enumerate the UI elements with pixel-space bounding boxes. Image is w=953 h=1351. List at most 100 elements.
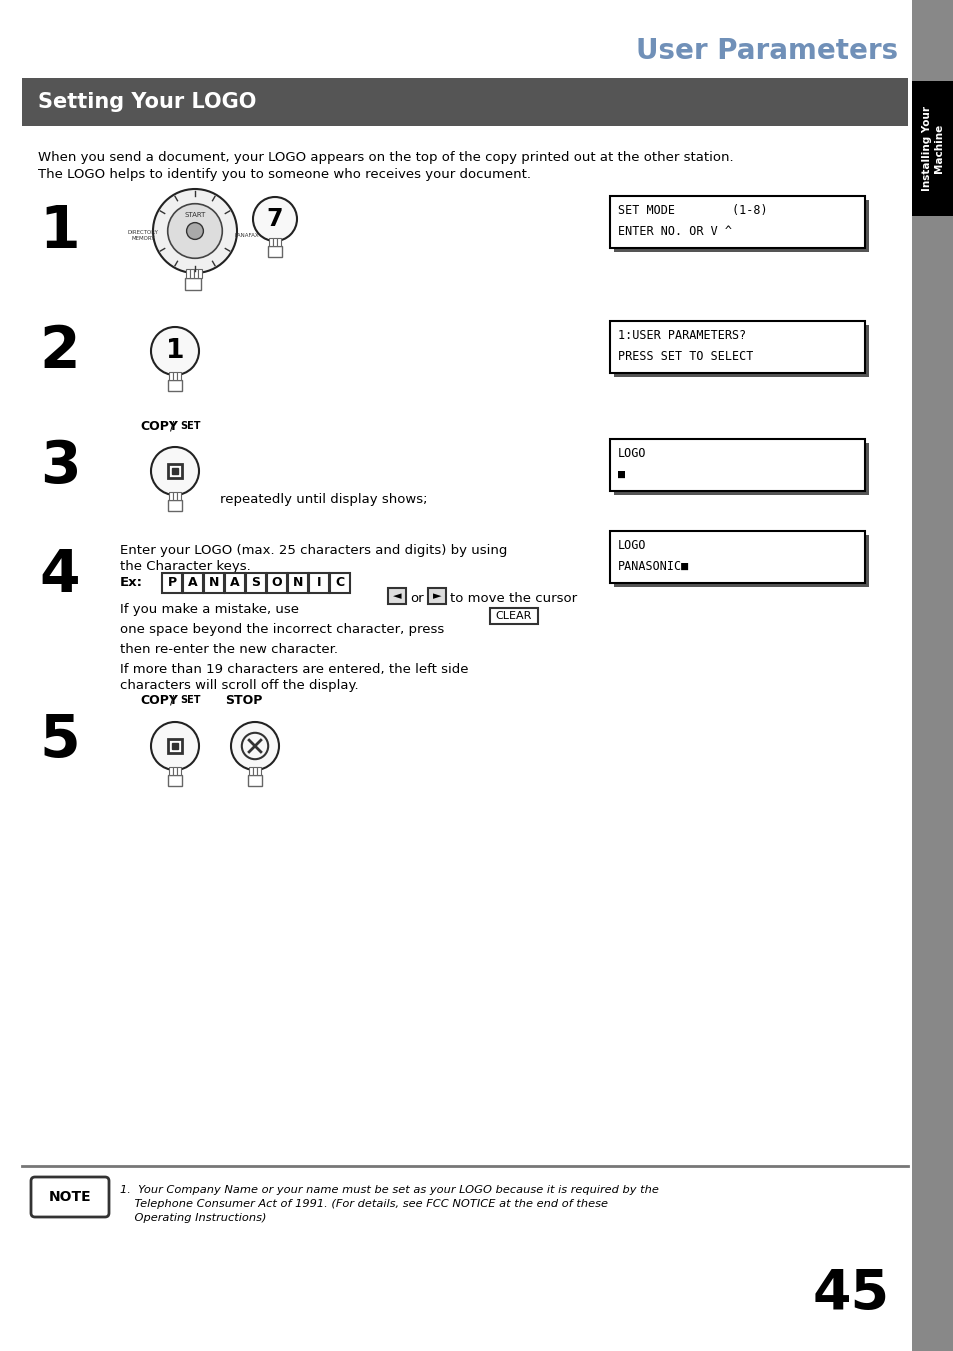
Text: /: /: [170, 420, 174, 432]
Text: A: A: [188, 577, 197, 589]
Text: If you make a mistake, use: If you make a mistake, use: [120, 603, 303, 616]
Text: /: /: [170, 693, 174, 707]
Bar: [490, 608, 537, 624]
Text: Enter your LOGO (max. 25 characters and digits) by using: Enter your LOGO (max. 25 characters and …: [120, 544, 507, 557]
Bar: [198, 269, 202, 278]
Bar: [269, 238, 273, 246]
Bar: [169, 492, 172, 500]
Bar: [248, 775, 262, 786]
Text: O: O: [272, 577, 282, 589]
Bar: [168, 775, 182, 786]
Text: Operating Instructions): Operating Instructions): [120, 1213, 266, 1223]
Text: COPY: COPY: [140, 693, 177, 707]
Text: S: S: [252, 577, 260, 589]
Text: 45: 45: [812, 1267, 889, 1321]
Text: one space beyond the incorrect character, press: one space beyond the incorrect character…: [120, 623, 448, 636]
Text: SET: SET: [180, 422, 200, 431]
Text: ►: ►: [433, 590, 441, 601]
Text: When you send a document, your LOGO appears on the top of the copy printed out a: When you send a document, your LOGO appe…: [38, 151, 733, 163]
Bar: [309, 573, 329, 593]
Bar: [614, 326, 868, 377]
Bar: [609, 322, 864, 373]
Text: SET MODE        (1-8): SET MODE (1-8): [618, 204, 767, 218]
FancyBboxPatch shape: [30, 1177, 109, 1217]
Text: Ex:: Ex:: [120, 577, 143, 589]
Bar: [330, 573, 350, 593]
Text: Installing Your
Machine: Installing Your Machine: [922, 105, 943, 190]
Circle shape: [151, 721, 199, 770]
Text: Telephone Consumer Act of 1991. (For details, see FCC NOTICE at the end of these: Telephone Consumer Act of 1991. (For det…: [120, 1198, 607, 1209]
Bar: [193, 269, 198, 278]
Text: PANAFAX: PANAFAX: [234, 232, 259, 238]
Text: to move the cursor: to move the cursor: [450, 592, 577, 604]
Bar: [614, 443, 868, 494]
Bar: [276, 238, 281, 246]
Text: N: N: [293, 577, 303, 589]
Bar: [172, 492, 177, 500]
Bar: [168, 380, 182, 390]
Text: C: C: [335, 577, 344, 589]
Bar: [190, 269, 193, 278]
Text: characters will scroll off the display.: characters will scroll off the display.: [120, 680, 358, 692]
Text: START: START: [184, 212, 206, 218]
Bar: [428, 588, 446, 604]
Text: then re-enter the new character.: then re-enter the new character.: [120, 643, 337, 657]
Text: DIRECTORY
MEMORY: DIRECTORY MEMORY: [128, 230, 158, 240]
Text: 2: 2: [40, 323, 80, 380]
Circle shape: [151, 447, 199, 494]
Bar: [22, 78, 907, 126]
Bar: [388, 588, 406, 604]
Text: STOP: STOP: [225, 693, 262, 707]
Bar: [288, 573, 308, 593]
Text: P: P: [168, 577, 176, 589]
Text: LOGO: LOGO: [618, 447, 646, 461]
Text: 5: 5: [40, 712, 80, 770]
Bar: [172, 372, 177, 380]
Text: I: I: [316, 577, 321, 589]
Bar: [609, 196, 864, 249]
Text: 4: 4: [40, 547, 80, 604]
Bar: [183, 573, 203, 593]
Bar: [614, 200, 868, 253]
Text: NOTE: NOTE: [49, 1190, 91, 1204]
Bar: [177, 492, 181, 500]
Text: If more than 19 characters are entered, the left side: If more than 19 characters are entered, …: [120, 663, 468, 676]
Bar: [162, 573, 182, 593]
Text: PANASONIC■: PANASONIC■: [618, 559, 688, 573]
Text: 1: 1: [166, 338, 184, 363]
Bar: [177, 767, 181, 775]
Bar: [614, 535, 868, 586]
Text: 1.  Your Company Name or your name must be set as your LOGO because it is requir: 1. Your Company Name or your name must b…: [120, 1185, 659, 1196]
Bar: [186, 269, 190, 278]
Bar: [246, 573, 266, 593]
Text: the Character keys.: the Character keys.: [120, 561, 251, 573]
Bar: [609, 531, 864, 584]
Text: 1: 1: [40, 203, 80, 259]
Bar: [609, 439, 864, 490]
Bar: [225, 573, 245, 593]
Bar: [185, 278, 201, 290]
Circle shape: [151, 327, 199, 376]
Text: Setting Your LOGO: Setting Your LOGO: [38, 92, 256, 112]
Circle shape: [187, 223, 203, 239]
Bar: [256, 767, 261, 775]
Text: A: A: [230, 577, 239, 589]
Text: SET: SET: [180, 694, 200, 705]
Bar: [177, 372, 181, 380]
Text: CLEAR: CLEAR: [496, 611, 532, 621]
Text: ◄: ◄: [393, 590, 401, 601]
Bar: [204, 573, 224, 593]
Bar: [172, 767, 177, 775]
Bar: [273, 238, 276, 246]
Bar: [169, 767, 172, 775]
Text: N: N: [209, 577, 219, 589]
Bar: [268, 246, 282, 257]
Text: 7: 7: [267, 207, 283, 231]
Text: ENTER NO. OR V ^: ENTER NO. OR V ^: [618, 224, 731, 238]
Text: User Parameters: User Parameters: [636, 36, 897, 65]
Bar: [911, 81, 953, 216]
Bar: [172, 743, 178, 748]
Bar: [249, 767, 253, 775]
Text: repeatedly until display shows;: repeatedly until display shows;: [220, 493, 427, 505]
Circle shape: [152, 189, 236, 273]
